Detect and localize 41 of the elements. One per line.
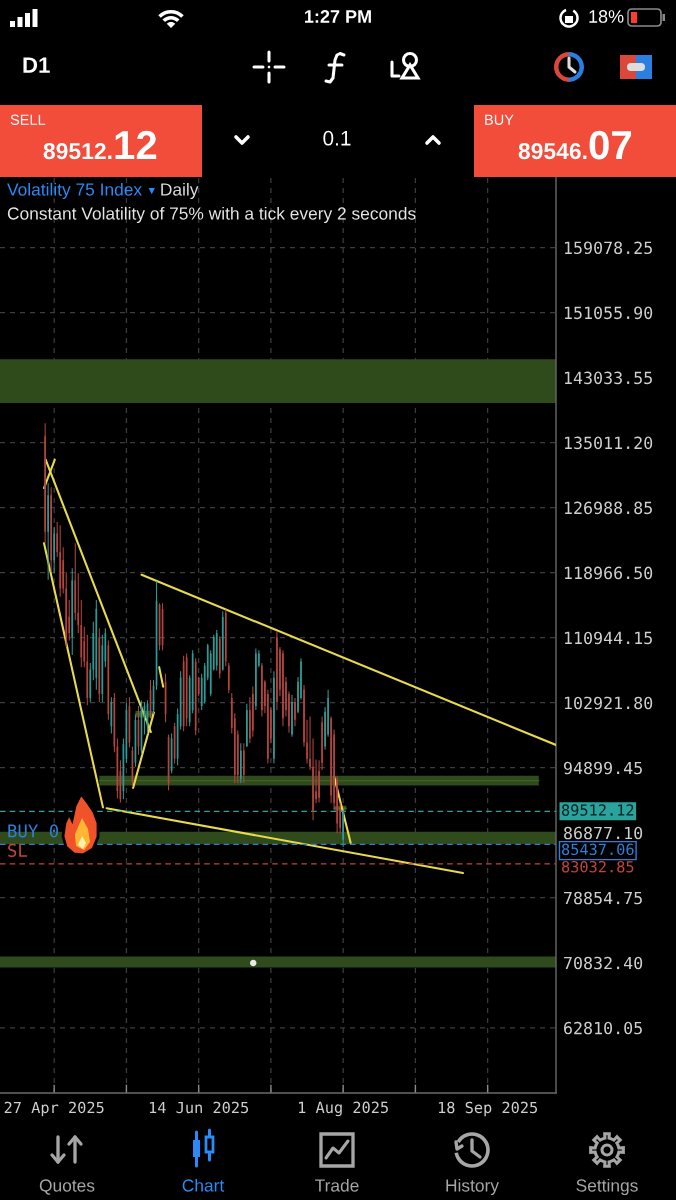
text: D1 — [23, 57, 50, 73]
y-tick-label: 86877.10 — [564, 826, 643, 840]
text: Settings — [576, 1178, 638, 1196]
text: 1:27 PM — [305, 10, 371, 23]
text: BUY — [485, 114, 514, 125]
ref-line-label: 83032.85 — [561, 860, 634, 873]
text: 0.1 — [323, 130, 351, 146]
y-tick-label: 143033.55 — [564, 371, 652, 385]
y-tick-label: 78854.75 — [564, 891, 642, 905]
text: Trade — [315, 1178, 359, 1192]
annotation: ▾ — [148, 188, 155, 195]
y-tick-label: 102921.80 — [564, 696, 653, 710]
chart-title: Volatility 75 Index — [7, 182, 142, 200]
y-tick-label: 62810.05 — [564, 1021, 642, 1035]
x-tick-label: 14 Jun 2025 — [149, 1101, 249, 1114]
text: Quotes — [39, 1179, 95, 1195]
text: 89546. — [518, 143, 587, 160]
annotation: Daily — [161, 182, 199, 200]
x-tick-label: 1 Aug 2025 — [299, 1101, 388, 1117]
y-tick-label: 159078.25 — [564, 241, 652, 255]
text: 07 — [589, 130, 632, 160]
y-tick-label: 110944.15 — [564, 631, 652, 645]
y-tick-label: 135011.20 — [564, 436, 653, 450]
y-tick-label: 151055.90 — [564, 306, 653, 320]
ref-line-label: 85437.06 — [561, 843, 634, 856]
y-tick-label: 126988.85 — [564, 501, 652, 515]
y-tick-label: 118966.50 — [564, 566, 653, 580]
text: Constant Volatility of 75% with a tick every 2 seconds — [7, 206, 416, 224]
ref-line-label: 89512.12 — [561, 804, 634, 816]
y-tick-label: 94899.45 — [563, 761, 642, 775]
text: SELL — [10, 114, 46, 125]
text: 18% — [589, 10, 624, 23]
annotation: BUY 0 — [8, 824, 59, 838]
y-tick-label: 70832.40 — [564, 956, 643, 970]
text: History — [446, 1178, 499, 1196]
text: 12 — [115, 130, 157, 159]
text: 89512. — [43, 143, 112, 160]
annotation: SL — [8, 843, 28, 857]
x-tick-label: 18 Sep 2025 — [438, 1101, 538, 1117]
text: Chart — [182, 1178, 225, 1192]
x-tick-label: 27 Apr 2025 — [4, 1101, 104, 1117]
